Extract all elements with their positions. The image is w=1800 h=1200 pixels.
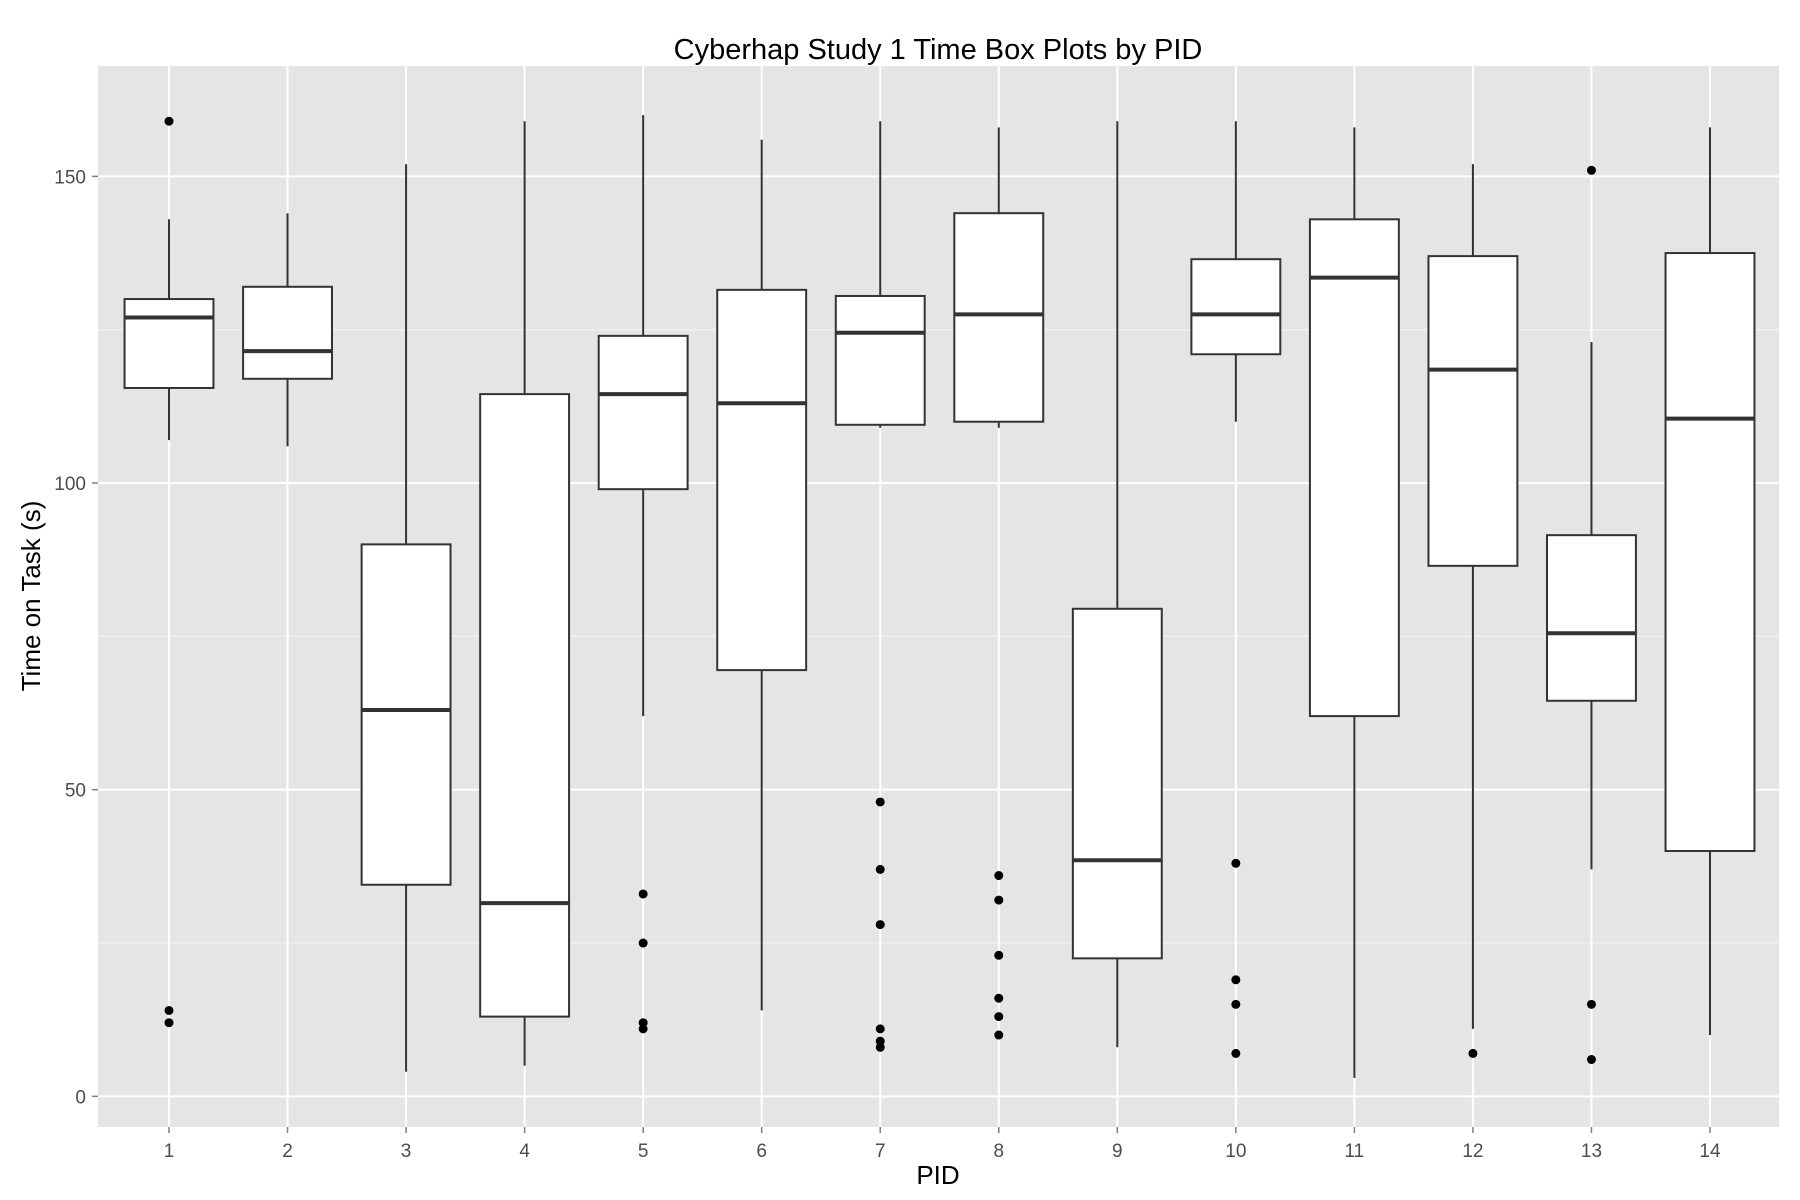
x-tick-label: 11 [1345, 1141, 1365, 1162]
box-pid-6 [716, 139, 808, 1011]
box-pid-3 [360, 164, 452, 1072]
outlier-point [994, 895, 1004, 905]
iqr-box [1427, 255, 1519, 567]
plot-panel [98, 66, 1779, 1127]
outlier-point [1231, 1048, 1241, 1058]
x-tick-label: 13 [1581, 1141, 1602, 1162]
iqr-box [360, 543, 452, 886]
outlier-point [1231, 975, 1241, 985]
box-series [123, 115, 1756, 1078]
outlier-point [994, 993, 1004, 1003]
outlier-point [164, 1005, 174, 1015]
iqr-box [1071, 607, 1163, 960]
y-tick-label: 50 [65, 781, 86, 802]
outlier-point [875, 920, 885, 930]
y-tick-label: 100 [54, 474, 86, 495]
outlier-point [875, 1042, 885, 1052]
iqr-box [1308, 218, 1400, 718]
x-tick-label: 1 [164, 1141, 175, 1162]
x-tick-label: 14 [1699, 1141, 1721, 1162]
x-tick-label: 3 [401, 1141, 412, 1162]
outlier-point [875, 1024, 885, 1034]
iqr-box [597, 334, 689, 491]
x-tick-label: 10 [1225, 1141, 1246, 1162]
y-tick-label: 150 [54, 167, 86, 188]
outlier-point [875, 864, 885, 874]
x-axis-label: PID [916, 1160, 959, 1190]
box-pid-9 [1071, 121, 1163, 1048]
outlier-point [994, 950, 1004, 960]
iqr-box [953, 212, 1045, 423]
x-tick-label: 12 [1462, 1141, 1483, 1162]
iqr-box [834, 294, 926, 426]
chart-title: Cyberhap Study 1 Time Box Plots by PID [674, 34, 1203, 66]
box-pid-13 [1546, 165, 1637, 1065]
iqr-box [1664, 252, 1756, 853]
x-tick-label: 8 [993, 1141, 1004, 1162]
outlier-point [164, 1018, 174, 1028]
outlier-point [164, 116, 174, 126]
outlier-point [1231, 999, 1241, 1009]
iqr-box [716, 288, 808, 672]
x-tick-label: 4 [519, 1141, 530, 1162]
outlier-point [875, 797, 885, 807]
y-axis-label: Time on Task (s) [16, 501, 46, 692]
x-axis-ticks: 1 2 3 4 5 6 7 8 9 10 11 12 13 14 [164, 1127, 1721, 1162]
iqr-box [123, 298, 215, 389]
x-tick-label: 7 [875, 1141, 886, 1162]
outlier-point [1231, 858, 1241, 868]
box-pid-14 [1664, 127, 1756, 1036]
x-tick-label: 5 [638, 1141, 649, 1162]
x-tick-label: 2 [282, 1141, 293, 1162]
box-pid-1 [123, 116, 215, 1028]
iqr-box [1546, 534, 1637, 702]
box-pid-5 [597, 115, 689, 1034]
iqr-box [1190, 258, 1282, 356]
outlier-point [1586, 999, 1596, 1009]
outlier-point [994, 1030, 1004, 1040]
box-pid-10 [1190, 121, 1282, 1058]
box-pid-8 [953, 127, 1045, 1040]
outlier-point [638, 1024, 648, 1034]
box-pid-12 [1427, 164, 1519, 1058]
box-pid-2 [242, 213, 333, 447]
box-pid-7 [834, 121, 926, 1052]
x-tick-label: 6 [756, 1141, 767, 1162]
outlier-point [994, 1012, 1004, 1022]
iqr-box [242, 285, 333, 380]
y-axis-ticks: 0 50 100 150 [54, 167, 98, 1108]
y-tick-label: 0 [75, 1087, 86, 1108]
outlier-point [638, 889, 648, 899]
outlier-point [638, 938, 648, 948]
outlier-point [1586, 165, 1596, 175]
box-pid-11 [1308, 127, 1400, 1078]
outlier-point [1468, 1048, 1478, 1058]
outlier-point [1586, 1055, 1596, 1065]
x-tick-label: 9 [1112, 1141, 1123, 1162]
outlier-point [994, 871, 1004, 881]
box-pid-4 [479, 121, 571, 1066]
iqr-box [479, 393, 571, 1018]
